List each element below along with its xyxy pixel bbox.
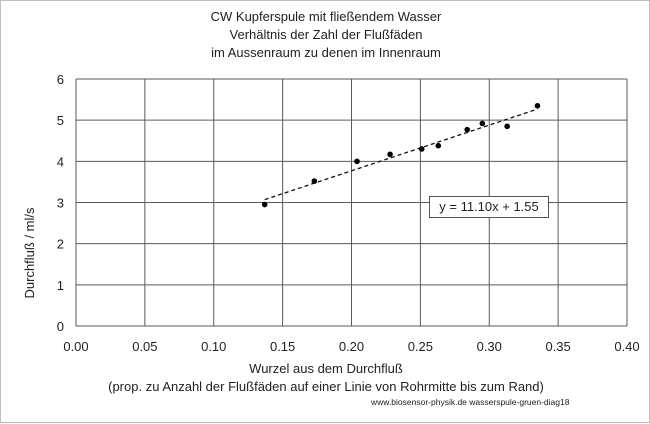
x-tick-label: 0.35 [545,339,570,354]
data-point [435,142,442,149]
data-points [261,102,541,208]
trendline-equation: y = 11.10x + 1.55 [429,196,549,218]
trendline [264,108,538,201]
y-tick-label: 6 [57,72,64,87]
x-axis-label: Wurzel aus dem Durchfluß [249,361,403,376]
source-credit: www.biosensor-physik.de wasserspule-grue… [371,397,570,407]
y-tick-label: 5 [57,113,64,128]
x-tick-label: 0.10 [201,339,226,354]
data-point [504,123,510,130]
y-tick-label: 0 [57,319,64,334]
x-tick-label: 0.15 [270,339,295,354]
data-point [534,102,541,109]
grid-lines [75,78,628,327]
x-tick-label: 0.05 [132,339,157,354]
x-tick-label: 0.40 [614,339,639,354]
y-tick-label: 1 [57,278,64,293]
x-tick-label: 0.25 [408,339,433,354]
chart-title-line-2: Verhältnis der Zahl der Flußfäden [229,27,423,42]
y-tick-label: 2 [57,237,64,252]
y-axis-label: Durchfluß / ml/s [22,207,37,299]
x-tick-labels: 0.00 0.05 0.10 0.15 0.20 0.25 0.30 0.35 0.40 [63,339,639,354]
chart-title-line-1: CW Kupferspule mit fließendem Wasser [210,9,442,24]
data-point [387,151,393,158]
x-tick-label: 0.00 [63,339,88,354]
y-tick-labels: 0 1 2 3 4 5 6 [57,72,64,334]
data-point [479,120,486,127]
data-point [464,126,471,133]
trendline-path [264,108,538,201]
data-point [311,178,318,184]
chart-title-line-3: im Aussenraum zu denen im Innenraum [211,45,441,60]
y-tick-label: 4 [57,154,64,169]
x-tick-label: 0.30 [477,339,502,354]
data-point [354,158,360,165]
x-axis-sublabel: (prop. zu Anzahl der Flußfäden auf einer… [108,379,544,394]
y-tick-label: 3 [57,196,64,211]
data-point [261,201,268,208]
x-tick-label: 0.20 [339,339,364,354]
data-point [418,146,425,152]
